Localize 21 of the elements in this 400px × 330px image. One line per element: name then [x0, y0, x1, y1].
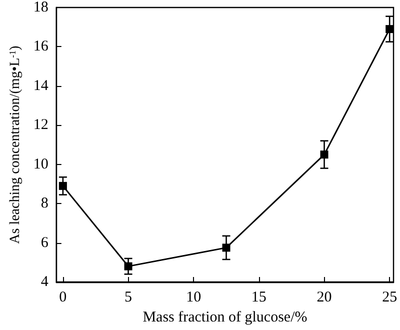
- point: [386, 25, 394, 34]
- point: [222, 244, 230, 252]
- y-tick-label: 4: [40, 274, 49, 290]
- point: [58, 182, 67, 190]
- x-tick-label: 15: [251, 290, 266, 306]
- x-tick-label: 0: [59, 290, 67, 306]
- x-tick-label: 20: [316, 290, 332, 306]
- y-tick-label: 16: [33, 38, 49, 55]
- x-axis-title: Mass fraction of glucose/%: [142, 310, 308, 326]
- point: [320, 150, 328, 159]
- x-tick-label: 25: [382, 290, 398, 306]
- x-tick-label: 10: [186, 290, 202, 306]
- y-tick-label: 18: [33, 0, 48, 16]
- y-tick-label: 10: [33, 156, 48, 172]
- y-tick-label: 14: [33, 78, 49, 94]
- y-axis-title: As leaching concentration/(mg•L-1): [8, 45, 23, 244]
- y-tick-label: 8: [40, 196, 48, 212]
- point: [124, 262, 132, 270]
- x-tick-label: 5: [124, 290, 132, 306]
- y-tick-label: 6: [40, 234, 49, 251]
- y-tick-label: 12: [33, 117, 48, 134]
